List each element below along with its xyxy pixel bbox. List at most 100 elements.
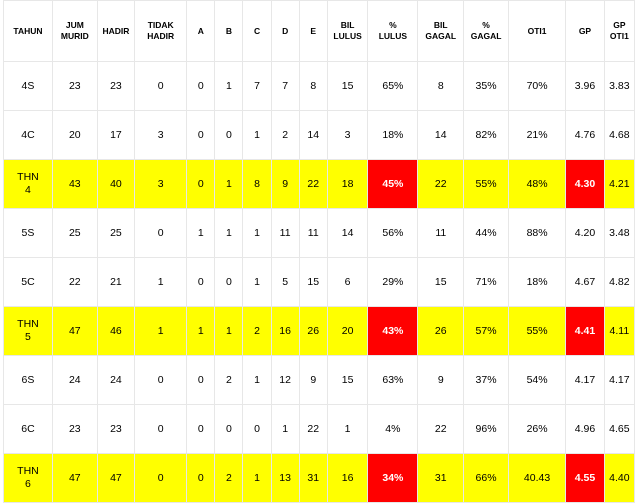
cell-percent-lulus: 29% [367,257,419,307]
cell-c: 8 [242,159,272,209]
column-header-jum-murid: JUM MURID [51,0,98,62]
cell-hadir: 23 [96,404,136,454]
cell-bil-gagal: 8 [417,61,465,111]
results-body: 4S 23 23 0 0 1 7 7 8 15 65% 8 35% 70% 3.96 3.83 4C 20 17 3 0… [3,61,636,503]
cell-oti1: 70% [507,61,567,111]
cell-c: 1 [242,257,272,307]
header-row: TAHUN JUM MURID HADIR TIDAK HADIR A B C … [3,0,636,62]
cell-oti1: 26% [507,404,567,454]
cell-gp: 4.20 [565,208,605,258]
cell-tahun: THN 6 [3,453,53,503]
cell-gp: 4.17 [565,355,605,405]
cell-a: 0 [186,110,216,160]
cell-bil-lulus: 6 [326,257,369,307]
cell-jum-murid: 20 [51,110,98,160]
cell-c: 1 [242,208,272,258]
cell-gp-oti1: 4.82 [603,257,636,307]
column-header-oti1: OTI1 [507,0,567,62]
cell-c: 1 [242,453,272,503]
cell-bil-lulus: 14 [326,208,369,258]
column-header-percent-gagal: % GAGAL [463,0,509,62]
cell-e: 9 [298,355,328,405]
cell-bil-lulus: 15 [326,355,369,405]
cell-a: 0 [186,355,216,405]
cell-percent-gagal: 96% [463,404,509,454]
column-header-e: E [298,0,328,62]
cell-d: 12 [270,355,300,405]
column-header-tahun: TAHUN [3,0,53,62]
cell-e: 26 [298,306,328,356]
table-row: 4S 23 23 0 0 1 7 7 8 15 65% 8 35% 70% 3.96 3.83 [3,61,636,111]
cell-gp-oti1: 4.11 [603,306,636,356]
cell-percent-lulus: 45% [367,159,419,209]
column-header-tidak-hadir: TIDAK HADIR [134,0,188,62]
cell-bil-gagal: 22 [417,404,465,454]
cell-e: 22 [298,404,328,454]
cell-bil-lulus: 15 [326,61,369,111]
cell-bil-lulus: 16 [326,453,369,503]
cell-jum-murid: 23 [51,61,98,111]
cell-tidak-hadir: 3 [134,110,188,160]
results-table: TAHUN JUM MURID HADIR TIDAK HADIR A B C … [3,0,636,503]
cell-a: 1 [186,306,216,356]
cell-jum-murid: 23 [51,404,98,454]
cell-tidak-hadir: 0 [134,404,188,454]
column-header-bil-lulus: BIL LULUS [326,0,369,62]
cell-jum-murid: 25 [51,208,98,258]
table-row: 5S 25 25 0 1 1 1 11 11 14 56% 11 44% 88% 4.20 3.48 [3,208,636,258]
column-header-hadir: HADIR [96,0,136,62]
cell-e: 15 [298,257,328,307]
cell-gp: 4.67 [565,257,605,307]
cell-gp: 4.41 [565,306,605,356]
cell-b: 2 [214,355,244,405]
cell-a: 0 [186,61,216,111]
cell-tahun: THN 5 [3,306,53,356]
cell-tidak-hadir: 0 [134,61,188,111]
cell-e: 11 [298,208,328,258]
cell-percent-lulus: 18% [367,110,419,160]
column-header-c: C [242,0,272,62]
column-header-a: A [186,0,216,62]
cell-d: 5 [270,257,300,307]
cell-jum-murid: 47 [51,306,98,356]
cell-bil-lulus: 1 [326,404,369,454]
cell-tahun: THN 4 [3,159,53,209]
cell-hadir: 47 [96,453,136,503]
cell-e: 8 [298,61,328,111]
cell-oti1: 40.43 [507,453,567,503]
summary-row: THN 5 47 46 1 1 1 2 16 26 20 43% 26 57% 55% 4.41 4.11 [3,306,636,356]
cell-d: 11 [270,208,300,258]
cell-gp-oti1: 4.68 [603,110,636,160]
cell-tahun: 4S [3,61,53,111]
cell-e: 31 [298,453,328,503]
cell-b: 1 [214,159,244,209]
cell-gp-oti1: 4.21 [603,159,636,209]
cell-bil-gagal: 31 [417,453,465,503]
cell-percent-gagal: 44% [463,208,509,258]
cell-percent-gagal: 66% [463,453,509,503]
cell-tidak-hadir: 3 [134,159,188,209]
cell-jum-murid: 43 [51,159,98,209]
cell-c: 2 [242,306,272,356]
cell-gp-oti1: 3.48 [603,208,636,258]
cell-c: 1 [242,110,272,160]
cell-gp-oti1: 4.17 [603,355,636,405]
cell-bil-gagal: 15 [417,257,465,307]
cell-hadir: 17 [96,110,136,160]
cell-bil-gagal: 26 [417,306,465,356]
cell-percent-lulus: 4% [367,404,419,454]
table-row: 4C 20 17 3 0 0 1 2 14 3 18% 14 82% 21% 4.76 4.68 [3,110,636,160]
cell-hadir: 23 [96,61,136,111]
column-header-percent-lulus: % LULUS [367,0,419,62]
cell-tahun: 6S [3,355,53,405]
cell-bil-lulus: 3 [326,110,369,160]
cell-tidak-hadir: 1 [134,306,188,356]
cell-hadir: 25 [96,208,136,258]
cell-percent-gagal: 82% [463,110,509,160]
column-header-d: D [270,0,300,62]
summary-row: THN 6 47 47 0 0 2 1 13 31 16 34% 31 66% 40.43 4.55 4.40 [3,453,636,503]
cell-gp-oti1: 3.83 [603,61,636,111]
cell-a: 0 [186,257,216,307]
table-row: 6C 23 23 0 0 0 0 1 22 1 4% 22 96% 26% 4.96 4.65 [3,404,636,454]
cell-percent-lulus: 63% [367,355,419,405]
